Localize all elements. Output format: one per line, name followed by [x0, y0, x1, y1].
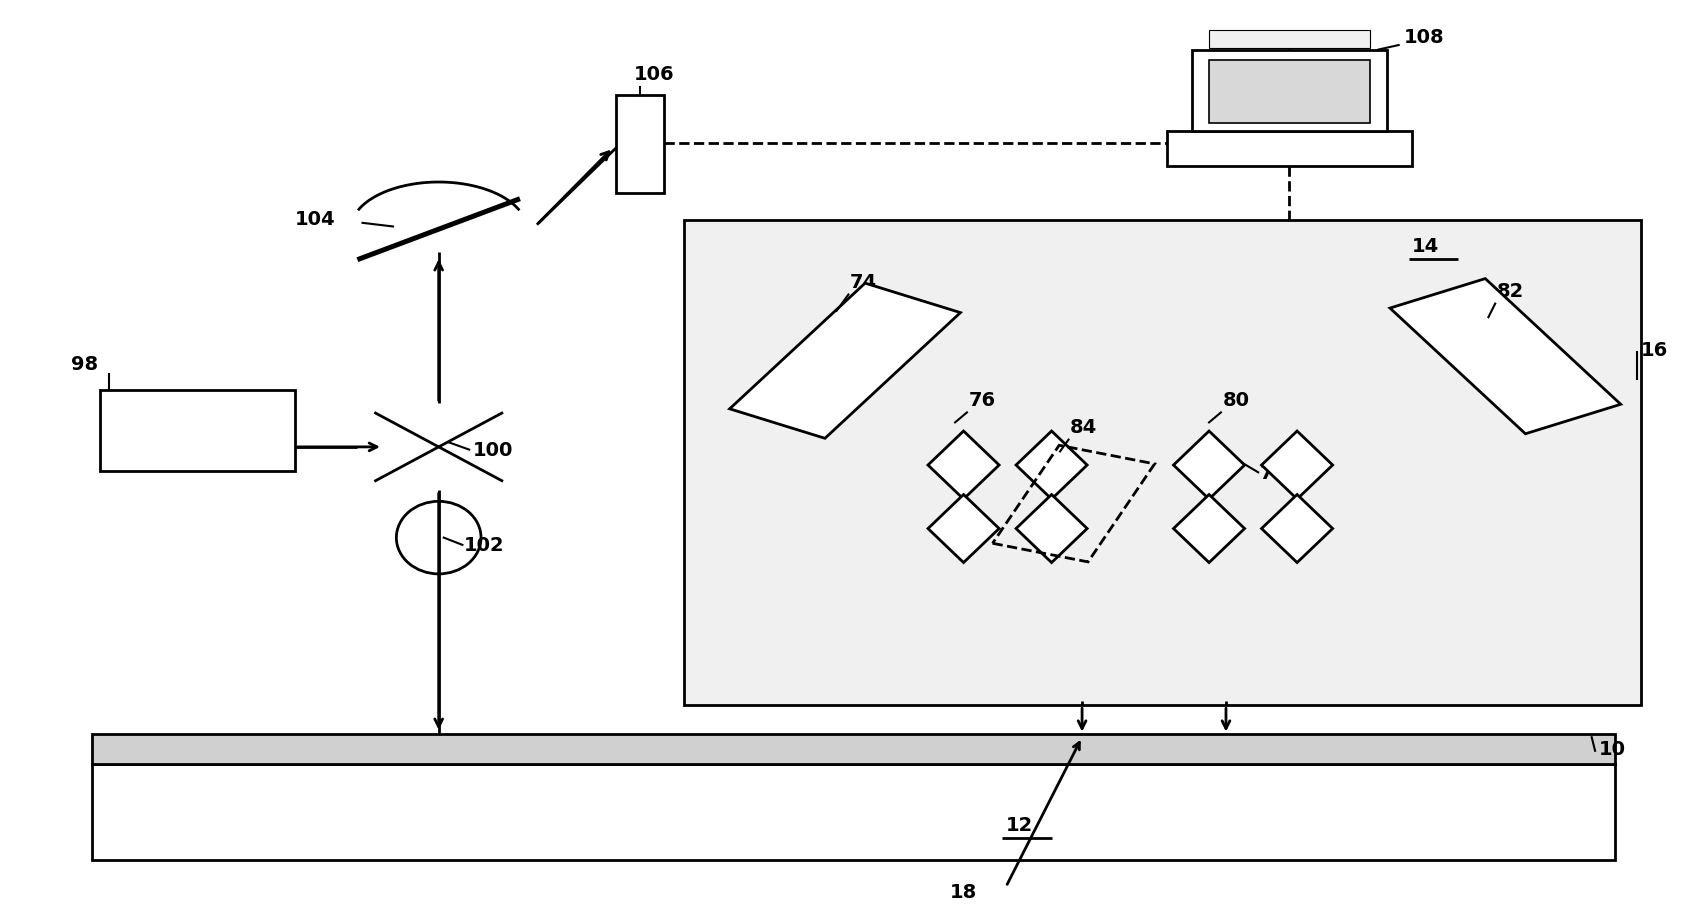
Bar [1191, 50, 1386, 131]
Text: 74: 74 [850, 274, 877, 292]
Polygon shape [1389, 278, 1620, 434]
Text: 84: 84 [1070, 418, 1098, 437]
Polygon shape [1261, 431, 1333, 499]
Text: 82: 82 [1497, 282, 1524, 301]
Text: 104: 104 [295, 210, 335, 228]
Bar [92, 764, 1615, 859]
Polygon shape [929, 431, 999, 499]
Bar [92, 734, 1615, 764]
Bar [101, 390, 295, 472]
Text: 80: 80 [1222, 391, 1250, 410]
Polygon shape [729, 283, 961, 438]
Polygon shape [1016, 431, 1087, 499]
Bar [685, 220, 1640, 705]
Polygon shape [929, 495, 999, 563]
Text: 98: 98 [72, 355, 99, 374]
Text: 102: 102 [464, 536, 505, 555]
Text: 14: 14 [1412, 237, 1439, 256]
Text: 108: 108 [1403, 29, 1444, 47]
Polygon shape [1173, 495, 1244, 563]
Bar [616, 95, 664, 192]
Text: 100: 100 [473, 441, 512, 460]
Bar [1209, 29, 1371, 48]
Polygon shape [1261, 495, 1333, 563]
Bar [1166, 131, 1412, 166]
Bar [992, 445, 1154, 562]
Bar [1209, 60, 1371, 123]
Text: 16: 16 [1640, 341, 1668, 360]
Ellipse shape [396, 501, 481, 574]
Polygon shape [1016, 495, 1087, 563]
Text: 76: 76 [968, 391, 995, 410]
Polygon shape [1173, 431, 1244, 499]
Text: 106: 106 [633, 64, 674, 84]
Text: 78: 78 [1260, 463, 1287, 483]
Text: 10: 10 [1598, 740, 1625, 759]
Text: 18: 18 [949, 882, 976, 902]
Text: 12: 12 [1005, 816, 1033, 834]
